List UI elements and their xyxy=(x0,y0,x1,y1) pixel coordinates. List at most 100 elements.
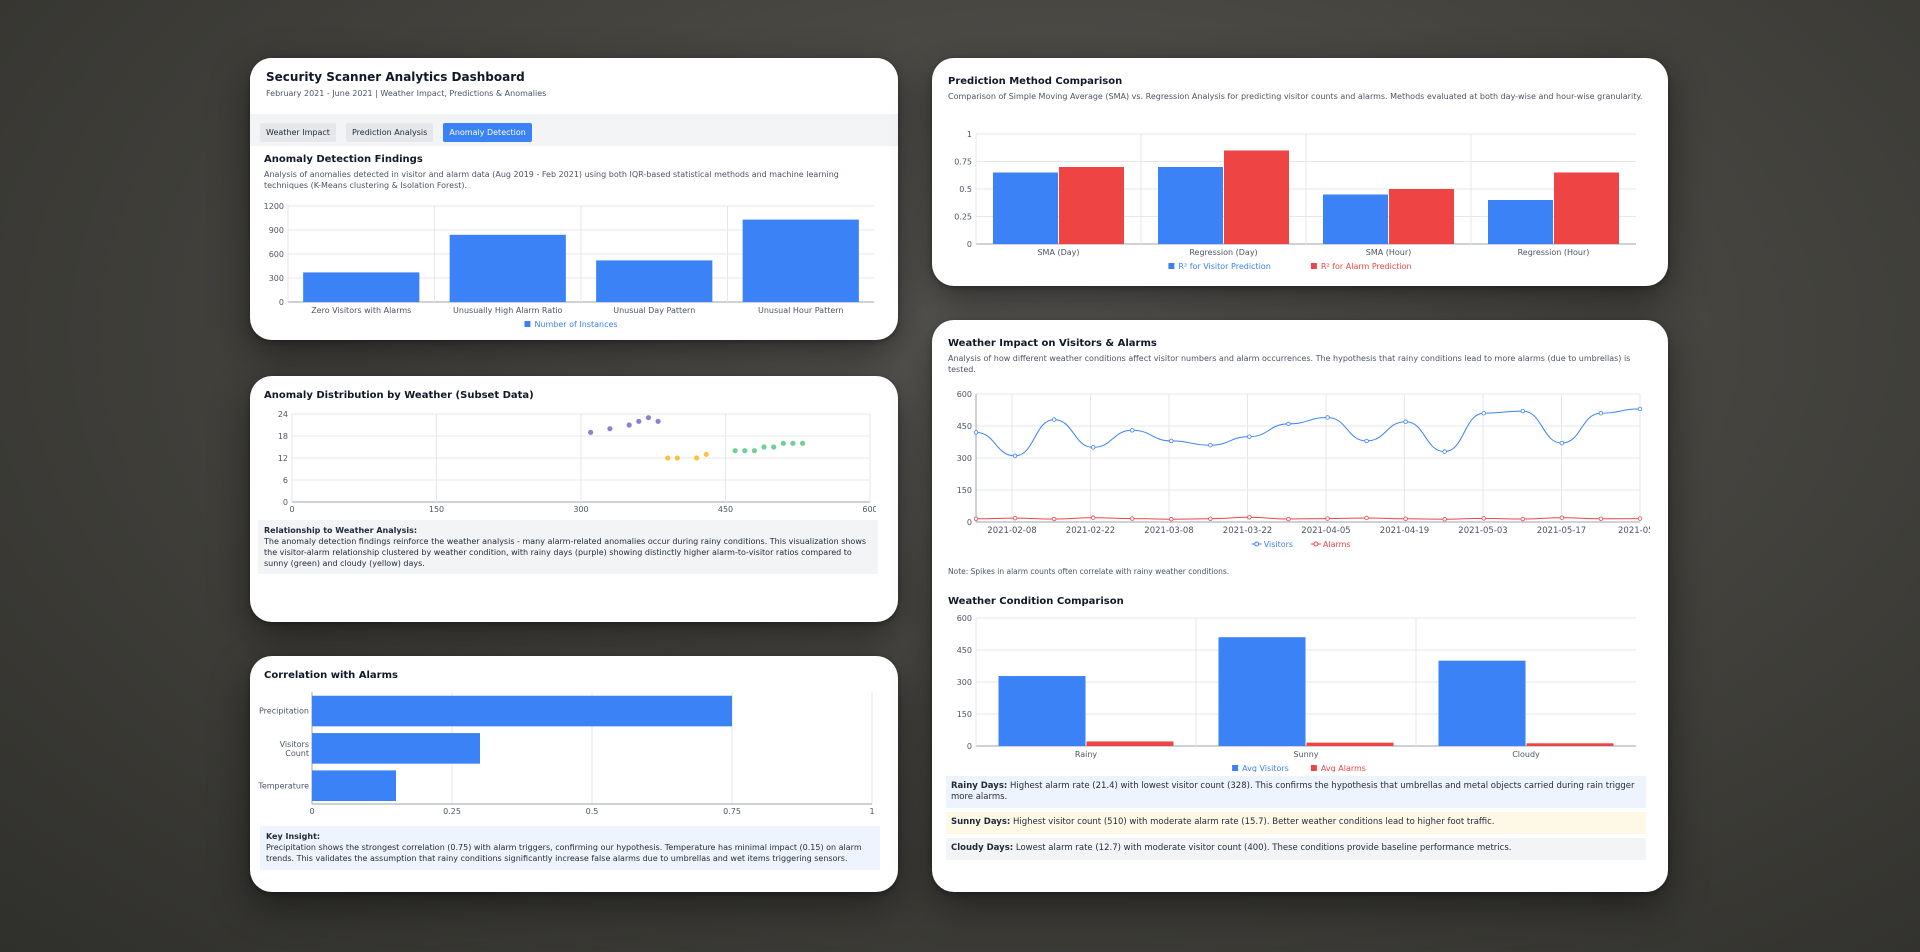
line-point xyxy=(1481,411,1486,416)
cloudy-label: Cloudy Days: xyxy=(951,843,1014,853)
dashboard-subtitle: February 2021 - June 2021 | Weather Impa… xyxy=(266,89,547,98)
weather-scatter-chart: 061218240150300450600Rainy DaysSunny Day… xyxy=(278,410,876,528)
dashboard-header: Security Scanner Analytics Dashboard Feb… xyxy=(250,58,898,106)
rainy-label: Rainy Days: xyxy=(951,781,1008,791)
rainy-text: Highest alarm rate (21.4) with lowest vi… xyxy=(951,781,1635,802)
scatter-point xyxy=(790,440,796,446)
line-ytick-label: 450 xyxy=(957,422,972,431)
weather-impact-title: Weather Impact on Visitors & Alarms xyxy=(948,338,1157,349)
prediction-card: Prediction Method Comparison Comparison … xyxy=(932,58,1668,286)
prediction-panel: Prediction Method Comparison Comparison … xyxy=(940,68,1660,278)
tab-anomaly-detection[interactable]: Anomaly Detection xyxy=(443,123,532,142)
anomaly-bar xyxy=(596,260,713,302)
scatter-point xyxy=(771,444,777,450)
line-point xyxy=(1364,438,1369,444)
prediction-bar xyxy=(1059,167,1124,244)
anomaly-bar-chart: 0 300 600 900 1200 Zero Visitors with Alarms U… xyxy=(264,202,874,329)
line-point xyxy=(1442,449,1447,454)
line-point xyxy=(1169,438,1174,444)
line-point xyxy=(1012,453,1018,459)
correlation-insight: Key Insight: Precipitation shows the str… xyxy=(260,826,880,870)
line-legend-label: Alarms xyxy=(1323,540,1351,549)
compare-bar xyxy=(1218,637,1306,746)
line-xtick-label: 2021-05-17 xyxy=(1537,526,1586,536)
distribution-note-text: The anomaly detection findings reinforce… xyxy=(264,537,867,568)
scatter-point xyxy=(626,422,632,428)
scatter-point xyxy=(645,415,652,421)
corr-xtick-label: 1 xyxy=(869,807,874,814)
scatter-point xyxy=(607,426,613,432)
line-xtick-label: 2021-04-19 xyxy=(1380,526,1429,536)
scatter-point xyxy=(694,455,700,461)
sunny-summary: Sunny Days: Highest visitor count (510) … xyxy=(946,812,1646,834)
prediction-legend-swatch xyxy=(1310,263,1317,269)
scatter-point xyxy=(799,440,806,446)
compare-ytick-label: 0 xyxy=(967,742,972,751)
prediction-legend-swatch xyxy=(1168,263,1175,269)
anomaly-ytick-label: 900 xyxy=(269,226,284,235)
weather-comparison-panel: Weather Condition Comparison 0 150 300 450 6… xyxy=(940,590,1660,886)
scatter-point xyxy=(655,418,661,424)
correlation-card: Correlation with Alarms 0 0.25 0.5 0.75 1 Pre… xyxy=(250,656,898,892)
compare-xtick-label: Sunny xyxy=(1293,750,1318,759)
line-xtick-label: 2021-04-05 xyxy=(1301,526,1350,536)
line-point xyxy=(1325,415,1330,420)
corr-xtick-label: 0.75 xyxy=(723,807,741,814)
anomaly-bar xyxy=(303,272,420,302)
prediction-ytick-label: 0.25 xyxy=(954,213,972,222)
anomaly-xtick-label: Unusual Day Pattern xyxy=(613,306,695,315)
prediction-bar-chart: 0 0.25 0.5 0.75 1 SMA (Day) Regression (Day) SM… xyxy=(954,130,1636,271)
line-ytick-label: 300 xyxy=(957,454,972,463)
anomaly-title: Anomaly Detection Findings xyxy=(264,154,423,165)
corr-bar xyxy=(312,770,396,802)
anomaly-ytick-label: 1200 xyxy=(264,202,284,211)
prediction-xtick-label: Regression (Hour) xyxy=(1518,248,1590,257)
compare-ytick-label: 300 xyxy=(957,678,972,687)
prediction-bar xyxy=(1224,150,1289,244)
scatter-xtick-label: 300 xyxy=(573,505,588,514)
prediction-legend-label: R² for Alarm Prediction xyxy=(1321,262,1412,271)
cloudy-text: Lowest alarm rate (12.7) with moderate v… xyxy=(1015,843,1512,853)
correlation-insight-title: Key Insight: xyxy=(266,832,321,841)
prediction-bar xyxy=(1389,189,1454,244)
line-ytick-label: 150 xyxy=(957,486,972,495)
scatter-point xyxy=(732,448,738,454)
line-xtick-label: 2021-02-08 xyxy=(987,526,1036,536)
distribution-title: Anomaly Distribution by Weather (Subset … xyxy=(264,390,534,401)
cloudy-summary: Cloudy Days: Lowest alarm rate (12.7) wi… xyxy=(946,838,1646,860)
scatter-point xyxy=(751,448,757,454)
tab-weather-impact[interactable]: Weather Impact xyxy=(260,123,336,142)
weather-impact-note: Note: Spikes in alarm counts often corre… xyxy=(948,567,1230,576)
compare-ytick-label: 150 xyxy=(957,710,972,719)
scatter-point xyxy=(703,451,709,457)
prediction-xtick-label: SMA (Hour) xyxy=(1366,248,1412,257)
anomaly-legend-swatch xyxy=(524,321,531,327)
line-point xyxy=(1286,516,1291,522)
line-point xyxy=(1520,516,1526,522)
scatter-ytick-label: 0 xyxy=(283,498,288,507)
corr-ytick-label: Temperature xyxy=(257,781,309,790)
scatter-point xyxy=(780,440,786,446)
scatter-point xyxy=(665,455,671,461)
tab-prediction-analysis[interactable]: Prediction Analysis xyxy=(346,123,434,142)
line-point xyxy=(1637,516,1643,521)
compare-legend-swatch xyxy=(1232,765,1239,771)
prediction-bar xyxy=(1158,167,1223,244)
scatter-xtick-label: 450 xyxy=(718,505,733,514)
line-legend-swatch-dot xyxy=(1313,541,1319,547)
line-point xyxy=(1598,516,1604,521)
compare-legend-swatch xyxy=(1310,765,1317,771)
line-point xyxy=(973,430,979,435)
compare-xtick-label: Rainy xyxy=(1075,750,1098,759)
line-point xyxy=(1169,517,1174,522)
sunny-text: Highest visitor count (510) with moderat… xyxy=(1013,817,1495,827)
weather-compare-chart: 0 150 300 450 600 Rainy Sunny Cloudy Avg Visitor… xyxy=(957,614,1636,772)
line-point xyxy=(1559,440,1565,446)
prediction-bar xyxy=(1554,172,1619,244)
line-point xyxy=(1247,434,1252,439)
corr-xtick-label: 0.25 xyxy=(443,807,461,814)
line-point xyxy=(1559,515,1565,520)
rainy-summary: Rainy Days: Highest alarm rate (21.4) wi… xyxy=(946,776,1646,808)
weather-card: Weather Impact on Visitors & Alarms Anal… xyxy=(932,320,1668,892)
